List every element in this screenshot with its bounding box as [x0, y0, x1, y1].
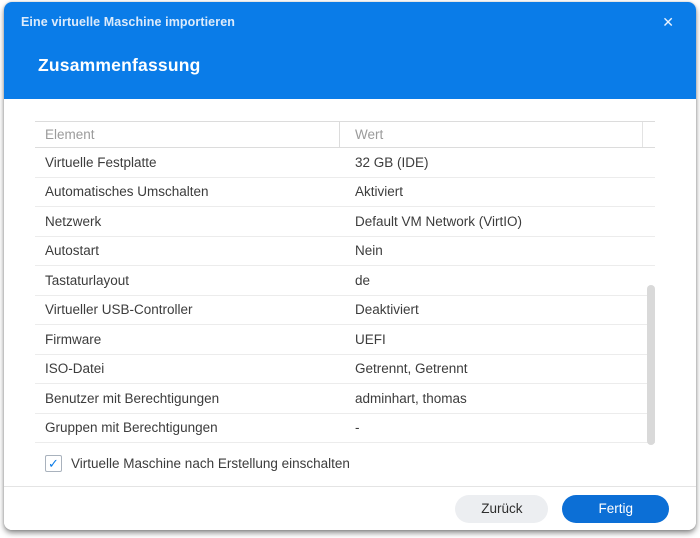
import-vm-dialog: Eine virtuelle Maschine importieren ✕ Zu…: [4, 2, 696, 530]
back-button[interactable]: Zurück: [455, 494, 549, 523]
table-cell-wert: -: [355, 420, 360, 436]
table-cell-element: Tastaturlayout: [45, 272, 130, 288]
table-row: Tastaturlayout de: [35, 266, 655, 296]
table-cell-wert: adminhart, thomas: [355, 390, 467, 406]
dialog-header: Eine virtuelle Maschine importieren ✕ Zu…: [4, 2, 696, 99]
table-cell-element: Benutzer mit Berechtigungen: [45, 390, 220, 406]
table-cell-element: ISO-Datei: [45, 361, 105, 377]
table-cell-element: Virtueller USB-Controller: [45, 302, 193, 318]
table-cell-element: Automatisches Umschalten: [45, 184, 209, 200]
dialog-body: Element Wert Virtuelle Festplatte 32 GB …: [4, 99, 696, 475]
column-header-wert[interactable]: Wert: [340, 122, 643, 147]
table-cell-wert: Aktiviert: [355, 184, 404, 200]
summary-table-body: Virtuelle Festplatte 32 GB (IDE) Automat…: [35, 148, 655, 443]
table-cell-element: Netzwerk: [45, 213, 102, 229]
table-row: Firmware UEFI: [35, 325, 655, 355]
table-cell-element: Virtuelle Festplatte: [45, 154, 157, 170]
page-title: Zusammenfassung: [38, 55, 201, 75]
table-cell-wert: Default VM Network (VirtIO): [355, 213, 523, 229]
close-icon[interactable]: ✕: [662, 14, 674, 30]
summary-table-header: Element Wert: [35, 121, 655, 148]
table-row: Virtueller USB-Controller Deaktiviert: [35, 296, 655, 325]
table-row: Benutzer mit Berechtigungen adminhart, t…: [35, 384, 655, 414]
table-cell-wert: Getrennt, Getrennt: [355, 361, 468, 377]
column-header-element[interactable]: Element: [35, 122, 340, 147]
table-row: Virtuelle Festplatte 32 GB (IDE): [35, 148, 655, 178]
vertical-scrollbar[interactable]: [647, 285, 655, 445]
finish-button[interactable]: Fertig: [562, 494, 669, 523]
summary-table: Element Wert Virtuelle Festplatte 32 GB …: [35, 121, 655, 445]
table-row: ISO-Datei Getrennt, Getrennt: [35, 355, 655, 384]
table-cell-wert: UEFI: [355, 331, 386, 347]
table-cell-element: Gruppen mit Berechtigungen: [45, 420, 218, 436]
poweron-checkbox-row: ✓ Virtuelle Maschine nach Erstellung ein…: [45, 451, 655, 475]
table-row: Gruppen mit Berechtigungen -: [35, 414, 655, 443]
column-header-spacer: [643, 122, 655, 147]
table-cell-element: Firmware: [45, 331, 102, 347]
table-cell-wert: de: [355, 272, 371, 288]
poweron-checkbox-label: Virtuelle Maschine nach Erstellung einsc…: [71, 455, 350, 471]
table-cell-wert: 32 GB (IDE): [355, 154, 429, 170]
table-cell-wert: Nein: [355, 243, 383, 259]
table-cell-element: Autostart: [45, 243, 100, 259]
table-cell-wert: Deaktiviert: [355, 302, 419, 318]
table-row: Autostart Nein: [35, 237, 655, 266]
table-row: Netzwerk Default VM Network (VirtIO): [35, 207, 655, 237]
dialog-title: Eine virtuelle Maschine importieren: [21, 15, 235, 29]
poweron-checkbox[interactable]: ✓: [45, 454, 62, 472]
table-row: Automatisches Umschalten Aktiviert: [35, 178, 655, 207]
dialog-footer: Zurück Fertig: [4, 486, 696, 530]
